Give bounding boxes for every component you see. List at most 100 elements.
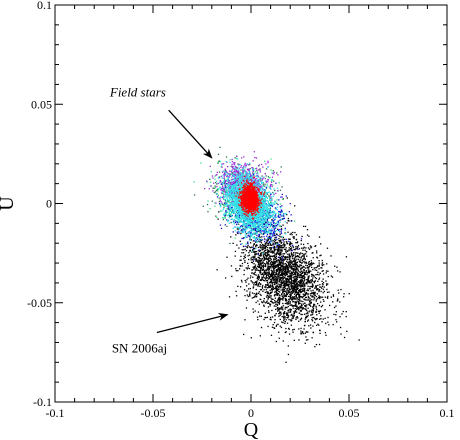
data-point: [236, 198, 238, 200]
data-point: [301, 280, 303, 283]
data-point: [300, 310, 302, 312]
data-point: [300, 300, 302, 302]
data-point: [274, 258, 276, 261]
data-point: [270, 240, 272, 242]
data-point: [291, 288, 293, 290]
data-point: [317, 288, 319, 290]
data-point: [200, 162, 202, 164]
data-point: [272, 272, 274, 274]
data-point: [240, 165, 243, 167]
data-point: [292, 296, 294, 298]
data-point: [235, 191, 238, 193]
data-point: [293, 293, 296, 295]
data-point: [276, 172, 278, 174]
data-point: [299, 274, 301, 277]
data-point: [275, 324, 278, 326]
data-point: [226, 256, 228, 258]
data-point: [258, 315, 261, 317]
data-point: [255, 181, 257, 184]
data-point: [261, 179, 263, 181]
data-point: [282, 255, 285, 258]
data-point: [276, 280, 278, 282]
data-point: [262, 260, 264, 262]
data-point: [287, 309, 289, 312]
data-point: [284, 285, 286, 287]
data-point: [271, 275, 273, 277]
data-point: [259, 244, 261, 246]
data-point: [238, 232, 240, 234]
data-point: [256, 217, 258, 219]
data-point: [303, 279, 305, 282]
data-point: [255, 282, 258, 285]
data-point: [301, 270, 303, 272]
data-point: [263, 300, 265, 302]
data-point: [284, 322, 286, 325]
data-point: [259, 272, 262, 274]
data-point: [273, 241, 276, 243]
data-point: [236, 221, 238, 223]
data-point: [271, 298, 273, 301]
data-point: [240, 259, 242, 261]
data-point: [273, 279, 275, 282]
data-point: [332, 301, 334, 303]
data-point: [290, 309, 292, 311]
data-point: [256, 269, 258, 271]
data-point: [244, 237, 246, 239]
data-point: [301, 271, 304, 273]
data-point: [232, 175, 234, 178]
data-point: [268, 204, 271, 206]
data-point: [285, 262, 287, 265]
data-point: [234, 178, 237, 181]
data-point: [285, 277, 287, 280]
data-point: [230, 183, 232, 185]
data-point: [269, 211, 271, 214]
data-point: [252, 245, 255, 247]
data-point: [270, 292, 272, 294]
data-point: [280, 253, 282, 256]
data-point: [233, 184, 235, 187]
data-point: [345, 256, 348, 258]
data-point: [277, 246, 279, 248]
data-point: [296, 287, 299, 289]
data-point: [273, 222, 275, 225]
data-point: [275, 182, 277, 184]
data-point: [336, 321, 338, 323]
data-point: [245, 307, 248, 309]
data-point: [298, 302, 301, 304]
data-point: [248, 283, 250, 285]
data-point: [282, 302, 284, 305]
data-point: [300, 296, 303, 298]
data-point: [290, 280, 292, 283]
data-point: [263, 305, 265, 307]
data-point: [215, 215, 217, 217]
data-point: [295, 303, 297, 305]
data-point: [237, 175, 240, 177]
data-point: [305, 264, 307, 266]
data-point: [273, 193, 275, 196]
data-point: [273, 246, 275, 248]
data-point: [234, 210, 236, 212]
data-point: [271, 282, 273, 285]
data-point: [276, 299, 279, 301]
data-point: [222, 187, 224, 189]
data-point: [290, 279, 293, 282]
data-point: [270, 197, 272, 199]
data-point: [291, 257, 294, 260]
data-point: [260, 271, 262, 273]
data-point: [275, 325, 277, 327]
data-point: [300, 303, 303, 305]
data-point: [296, 285, 298, 287]
data-point: [265, 317, 267, 319]
data-point: [277, 323, 279, 325]
data-point: [234, 157, 236, 159]
data-point: [284, 266, 286, 268]
data-point: [235, 268, 237, 270]
data-point: [269, 184, 272, 186]
data-point: [301, 308, 303, 310]
data-point: [226, 161, 228, 163]
data-point: [298, 256, 301, 258]
data-point: [217, 182, 220, 185]
data-point: [288, 287, 290, 289]
data-point: [248, 250, 251, 252]
data-point: [263, 289, 265, 291]
